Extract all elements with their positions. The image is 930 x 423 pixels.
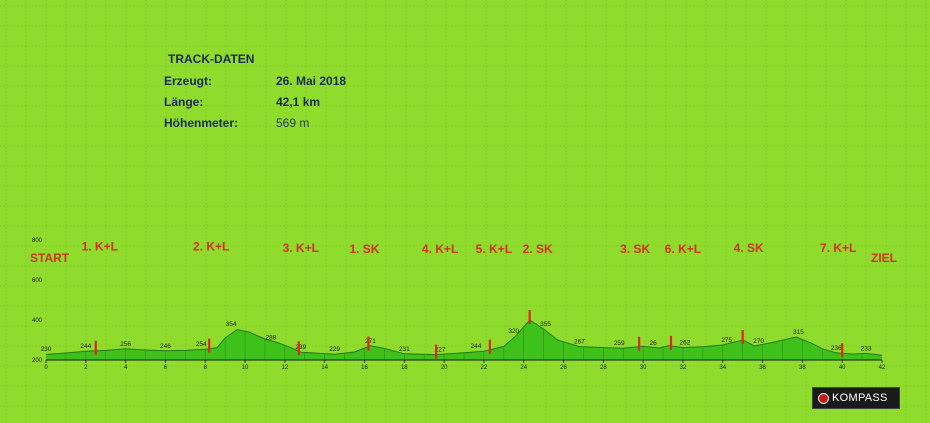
station-label: 2. SK [523,242,553,256]
x-tick-label: 34 [719,365,726,371]
x-tick-label: 24 [520,365,527,371]
elevation-label: 227 [435,347,446,354]
elevation-label: 259 [614,340,625,347]
elevation-label: 354 [226,321,237,328]
elevation-label: 320 [508,328,519,335]
station-label: 3. SK [620,242,650,256]
x-tick-label: 2 [84,365,88,371]
elevation-label: 233 [861,345,872,352]
station-label: 5. K+L [476,242,512,256]
y-tick-label: 400 [32,318,43,324]
x-tick-label: 42 [879,365,886,371]
station-label: 4. K+L [422,242,458,256]
station-label: 7. K+L [820,241,856,255]
elevation-label: 275 [721,337,732,344]
elevation-label: 244 [471,343,482,350]
station-label: 1. SK [349,242,379,256]
x-tick-label: 32 [680,365,687,371]
x-tick-label: 18 [401,365,408,371]
created-label: Erzeugt: [164,74,212,88]
elevation-label: 230 [41,346,52,353]
elevation-label: 267 [574,339,585,346]
x-tick-label: 6 [164,365,168,371]
elevation-label: 26 [649,340,657,347]
x-tick-label: 22 [481,365,488,371]
y-tick-label: 800 [32,238,43,244]
station-markers: START 1. K+L 2. K+L 3. K+L 1. SK 4. K+L 5. K+L… [30,239,897,359]
kompass-logo: KOMPASS [812,387,900,409]
km-divider-lines [65,326,863,360]
x-tick-label: 16 [361,365,368,371]
elevation-label: 256 [120,341,131,348]
x-tick-label: 8 [204,365,208,371]
y-tick-label: 200 [32,358,43,364]
station-label: START [30,251,70,265]
elevation-label: 270 [753,338,764,345]
station-label: 4. SK [734,241,764,255]
x-axis-ticks: 0 2 4 6 8 10 12 14 16 18 20 22 24 26 28 30 32 34 36 38 40 42 [44,360,886,371]
elevation-label: 262 [680,340,691,347]
x-tick-label: 40 [839,365,846,371]
station-label: 2. K+L [193,239,229,253]
x-tick-label: 38 [799,365,806,371]
x-tick-label: 12 [282,365,289,371]
x-tick-label: 26 [560,365,567,371]
elevation-label: 315 [793,329,804,336]
elevation-label: 288 [265,334,276,341]
station-label: 1. K+L [82,239,118,253]
elevation-profile-area [46,320,882,360]
elevation-label: 231 [399,346,410,353]
elevation-label: 271 [365,338,376,345]
elevation-label: 244 [80,343,91,350]
length-value: 42,1 km [276,95,321,109]
elevation-gain-label: Höhenmeter: [164,116,239,130]
elevation-label: 229 [329,346,340,353]
station-label: 6. K+L [665,242,701,256]
elevation-label: 355 [540,321,551,328]
elevation-label: 246 [160,343,171,350]
elevation-label: 236 [831,345,842,352]
kompass-logo-icon [818,392,829,404]
station-label: ZIEL [871,251,897,265]
elevation-label: 254 [196,341,207,348]
x-tick-label: 14 [321,365,328,371]
x-tick-label: 10 [242,365,249,371]
y-axis-ticks: 200 400 600 800 [32,238,43,364]
x-tick-label: 30 [640,365,647,371]
elevation-gain-value: 569 m [276,116,310,130]
elevation-labels: 230 244 256 246 254 354 288 239 229 271 231 227 244 3… [41,321,872,354]
y-tick-label: 600 [32,278,43,284]
x-tick-label: 0 [44,365,48,371]
created-value: 26. Mai 2018 [276,74,347,88]
kompass-logo-text: KOMPASS [832,392,888,404]
elevation-label: 239 [295,344,306,351]
track-data-title: TRACK-DATEN [168,52,255,66]
x-tick-label: 4 [124,365,128,371]
x-tick-label: 20 [441,365,448,371]
x-tick-label: 36 [759,365,766,371]
length-label: Länge: [164,95,204,109]
x-tick-label: 28 [600,365,607,371]
station-label: 3. K+L [283,241,319,255]
